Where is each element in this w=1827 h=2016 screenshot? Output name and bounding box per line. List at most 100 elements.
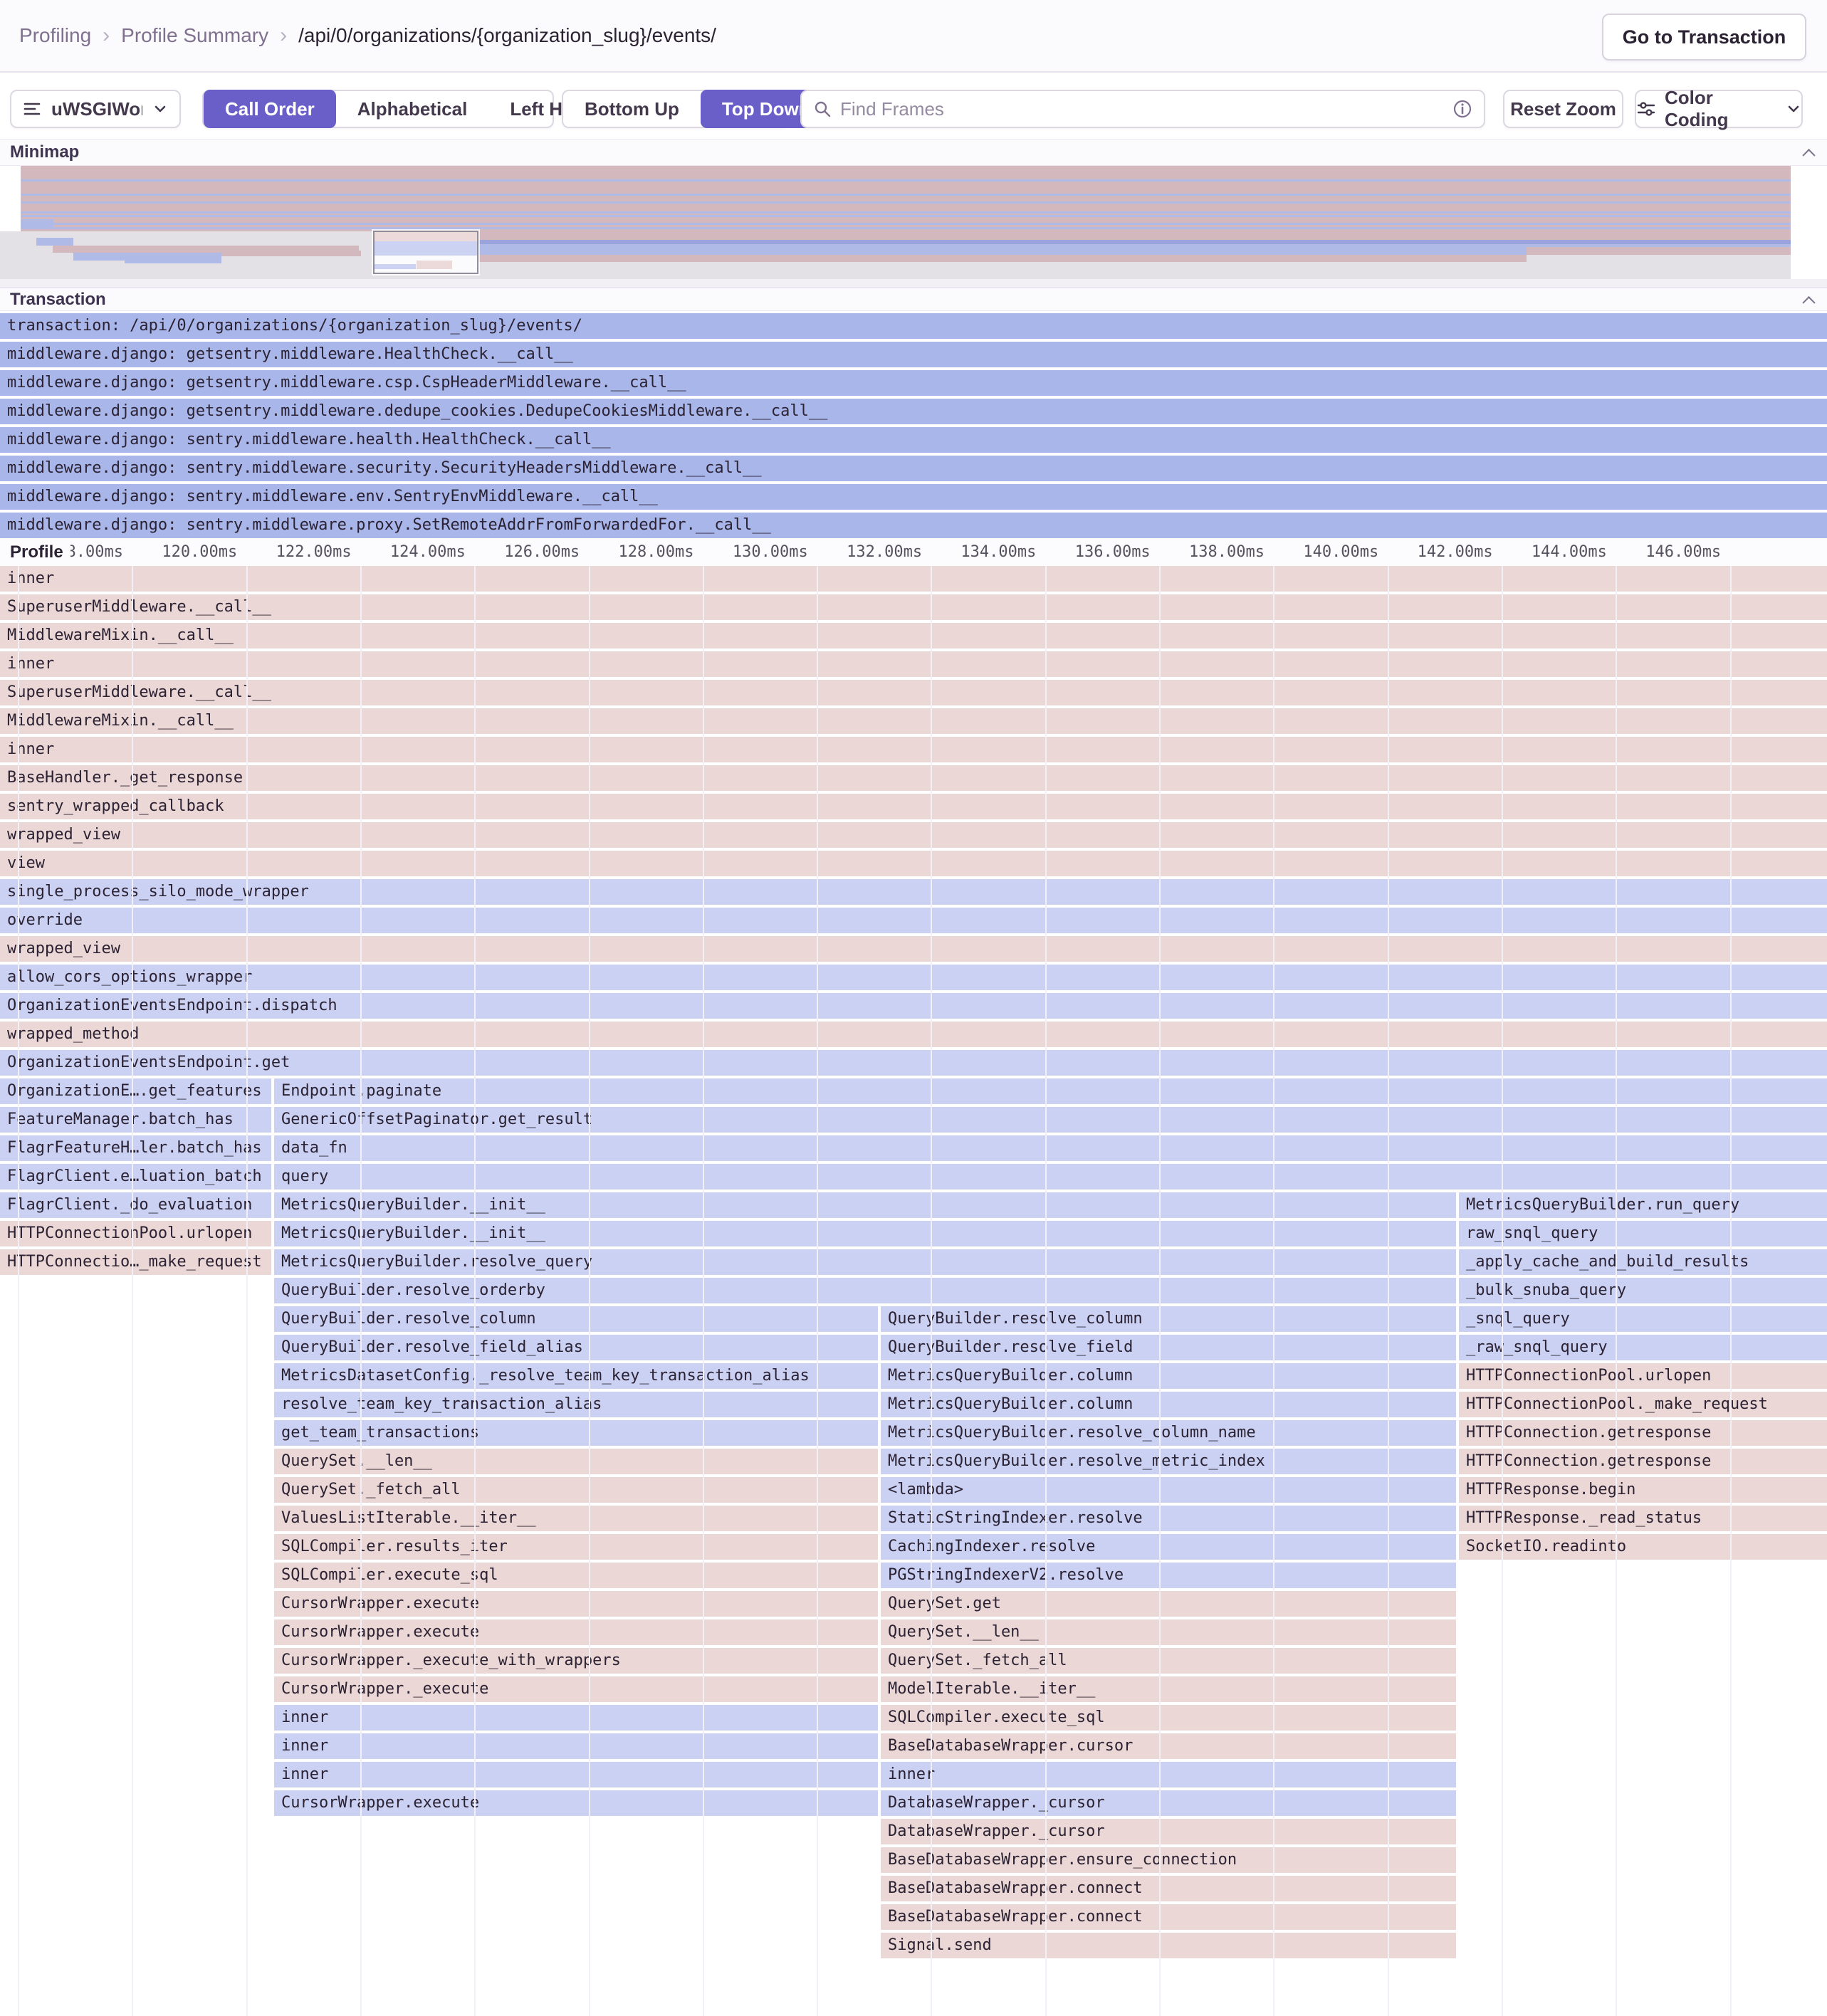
flame-frame[interactable]: CursorWrapper.execute — [274, 1790, 878, 1816]
flame-frame[interactable]: QueryBuilder.resolve_field — [881, 1335, 1456, 1360]
reset-zoom-button[interactable]: Reset Zoom — [1503, 90, 1623, 128]
search-input[interactable]: Find Frames — [800, 90, 1485, 128]
flame-frame[interactable]: FlagrClient.e…luation_batch — [0, 1164, 271, 1190]
flame-frame[interactable]: MetricsDatasetConfig._resolve_team_key_t… — [274, 1363, 878, 1389]
flame-frame[interactable]: wrapped_view — [0, 822, 1827, 848]
sort-option-alphabetical[interactable]: Alphabetical — [357, 98, 468, 120]
flame-frame[interactable]: MetricsQueryBuilder.__init__ — [274, 1221, 1456, 1246]
flame-frame[interactable]: FlagrClient._do_evaluation — [0, 1192, 271, 1218]
flame-frame[interactable]: DatabaseWrapper._cursor — [881, 1819, 1456, 1844]
flame-frame[interactable]: QueryBuilder.resolve_orderby — [274, 1278, 1456, 1303]
collapse-transaction-icon[interactable] — [1803, 295, 1816, 308]
flame-frame[interactable]: FeatureManager.batch_has — [0, 1107, 271, 1133]
flame-frame[interactable]: _apply_cache_and_build_results — [1459, 1249, 1827, 1275]
flame-frame[interactable]: QuerySet.__len__ — [274, 1449, 878, 1474]
flame-frame[interactable]: SQLCompiler.results_iter — [274, 1534, 878, 1560]
flame-frame[interactable]: HTTPResponse.begin — [1459, 1477, 1827, 1503]
transaction-span-row[interactable]: middleware.django: sentry.middleware.env… — [0, 484, 1827, 510]
flame-frame[interactable]: MetricsQueryBuilder.run_query — [1459, 1192, 1827, 1218]
flame-frame[interactable]: BaseHandler._get_response — [0, 765, 1827, 791]
direction-option-bottom-up[interactable]: Bottom Up — [585, 98, 679, 120]
flame-frame[interactable]: QuerySet._fetch_all — [881, 1648, 1456, 1674]
flame-frame[interactable]: QuerySet._fetch_all — [274, 1477, 878, 1503]
flame-frame[interactable]: SQLCompiler.execute_sql — [881, 1705, 1456, 1731]
flame-frame[interactable]: ValuesListIterable.__iter__ — [274, 1506, 878, 1531]
flame-frame[interactable]: OrganizationE….get_features — [0, 1078, 271, 1104]
flame-frame[interactable]: MetricsQueryBuilder.resolve_metric_index — [881, 1449, 1456, 1474]
flame-frame[interactable]: HTTPResponse._read_status — [1459, 1506, 1827, 1531]
go-to-transaction-button[interactable]: Go to Transaction — [1602, 14, 1806, 61]
flame-frame[interactable]: MetricsQueryBuilder.column — [881, 1363, 1456, 1389]
flame-frame[interactable]: HTTPConnectionPool.urlopen — [0, 1221, 271, 1246]
flame-frame[interactable]: BaseDatabaseWrapper.connect — [881, 1904, 1456, 1930]
transaction-span-row[interactable]: middleware.django: sentry.middleware.hea… — [0, 427, 1827, 453]
flame-frame[interactable]: wrapped_view — [0, 936, 1827, 962]
flame-frame[interactable]: Endpoint.paginate — [274, 1078, 1827, 1104]
flame-frame[interactable]: _snql_query — [1459, 1306, 1827, 1332]
flame-frame[interactable]: SuperuserMiddleware.__call__ — [0, 680, 1827, 705]
flame-frame[interactable]: HTTPConnectionPool.urlopen — [1459, 1363, 1827, 1389]
transaction-span-row[interactable]: middleware.django: getsentry.middleware.… — [0, 399, 1827, 424]
transaction-section-header[interactable]: Transaction — [0, 288, 1827, 311]
flame-frame[interactable]: QueryBuilder.resolve_field_alias — [274, 1335, 878, 1360]
flame-frame[interactable]: raw_snql_query — [1459, 1221, 1827, 1246]
breadcrumb-profile-summary[interactable]: Profile Summary — [121, 24, 269, 46]
flamegraph[interactable]: inner SuperuserMiddleware.__call__ Middlew… — [0, 566, 1827, 2016]
transaction-span-row[interactable]: middleware.django: sentry.middleware.sec… — [0, 456, 1827, 481]
flame-frame[interactable]: CursorWrapper._execute_with_wrappers — [274, 1648, 878, 1674]
thread-selector[interactable]: uWSGIWor… — [10, 90, 181, 128]
flame-frame[interactable]: CursorWrapper.execute — [274, 1619, 878, 1645]
flame-frame[interactable]: wrapped_method — [0, 1022, 1827, 1047]
flame-frame[interactable]: view — [0, 851, 1827, 876]
collapse-minimap-icon[interactable] — [1803, 148, 1816, 161]
flame-frame[interactable]: inner — [0, 566, 1827, 592]
flame-frame[interactable]: QueryBuilder.resolve_column — [274, 1306, 878, 1332]
flame-frame[interactable]: HTTPConnectio…_make_request — [0, 1249, 271, 1275]
flame-frame[interactable]: BaseDatabaseWrapper.cursor — [881, 1733, 1456, 1759]
flame-frame[interactable]: HTTPConnection.getresponse — [1459, 1449, 1827, 1474]
flame-frame[interactable]: inner — [274, 1762, 878, 1787]
flame-frame[interactable]: inner — [0, 651, 1827, 677]
flame-frame[interactable]: <lambda> — [881, 1477, 1456, 1503]
flame-frame[interactable]: FlagrFeatureH…ler.batch_has — [0, 1135, 271, 1161]
flame-frame[interactable]: resolve_team_key_transaction_alias — [274, 1392, 878, 1417]
flame-frame[interactable]: single_process_silo_mode_wrapper — [0, 879, 1827, 905]
minimap-section-header[interactable]: Minimap — [0, 139, 1827, 166]
flame-frame[interactable]: query — [274, 1164, 1827, 1190]
minimap-viewport[interactable] — [373, 231, 478, 274]
flame-frame[interactable]: SocketIO.readinto — [1459, 1534, 1827, 1560]
flame-frame[interactable]: Signal.send — [881, 1933, 1456, 1958]
flame-frame[interactable]: MiddlewareMixin.__call__ — [0, 623, 1827, 649]
flame-frame[interactable]: MetricsQueryBuilder.column — [881, 1392, 1456, 1417]
flame-frame[interactable]: OrganizationEventsEndpoint.get — [0, 1050, 1827, 1076]
flame-frame[interactable]: QuerySet.__len__ — [881, 1619, 1456, 1645]
transaction-span-row[interactable]: middleware.django: getsentry.middleware.… — [0, 370, 1827, 396]
minimap[interactable] — [0, 166, 1827, 279]
flame-frame[interactable]: inner — [274, 1733, 878, 1759]
flame-frame[interactable]: PGStringIndexerV2.resolve — [881, 1563, 1456, 1588]
flame-frame[interactable]: allow_cors_options_wrapper — [0, 965, 1827, 990]
flame-frame[interactable]: StaticStringIndexer.resolve — [881, 1506, 1456, 1531]
flame-frame[interactable]: QuerySet.get — [881, 1591, 1456, 1617]
flame-frame[interactable]: MiddlewareMixin.__call__ — [0, 708, 1827, 734]
flame-frame[interactable]: CursorWrapper._execute — [274, 1676, 878, 1702]
flame-frame[interactable]: inner — [274, 1705, 878, 1731]
flame-frame[interactable]: data_fn — [274, 1135, 1827, 1161]
flame-frame[interactable]: BaseDatabaseWrapper.connect — [881, 1876, 1456, 1901]
flame-frame[interactable]: QueryBuilder.resolve_column — [881, 1306, 1456, 1332]
flame-frame[interactable]: MetricsQueryBuilder.resolve_column_name — [881, 1420, 1456, 1446]
flame-frame[interactable]: HTTPConnection.getresponse — [1459, 1420, 1827, 1446]
flame-frame[interactable]: inner — [881, 1762, 1456, 1787]
flame-frame[interactable]: MetricsQueryBuilder.resolve_query — [274, 1249, 1456, 1275]
flame-frame[interactable]: override — [0, 908, 1827, 933]
transaction-span-row[interactable]: middleware.django: getsentry.middleware.… — [0, 342, 1827, 367]
flame-frame[interactable]: ModelIterable.__iter__ — [881, 1676, 1456, 1702]
flame-frame[interactable]: DatabaseWrapper._cursor — [881, 1790, 1456, 1816]
sort-option-call-order[interactable]: Call Order — [204, 90, 336, 128]
flame-frame[interactable]: GenericOffsetPaginator.get_result — [274, 1107, 1827, 1133]
flame-frame[interactable]: CachingIndexer.resolve — [881, 1534, 1456, 1560]
flame-frame[interactable]: _bulk_snuba_query — [1459, 1278, 1827, 1303]
flame-frame[interactable]: CursorWrapper.execute — [274, 1591, 878, 1617]
color-coding-button[interactable]: Color Coding — [1635, 87, 1803, 130]
flame-frame[interactable]: SQLCompiler.execute_sql — [274, 1563, 878, 1588]
